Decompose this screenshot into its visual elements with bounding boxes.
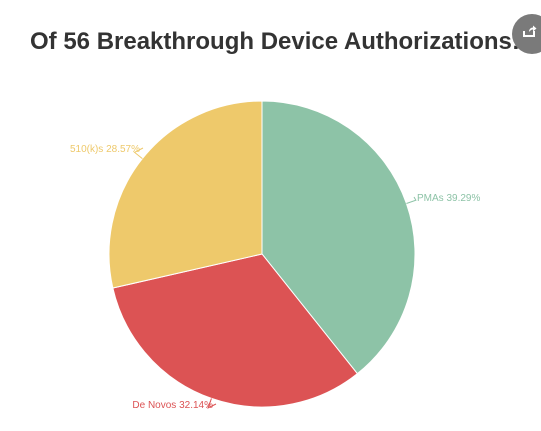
slice-label-pmas: PMAs 39.29%	[417, 193, 480, 204]
share-button[interactable]	[512, 14, 541, 54]
share-icon	[523, 25, 537, 37]
slice-label-510-k-s: 510(k)s 28.57%	[70, 144, 140, 155]
slice-connector-line	[133, 147, 144, 159]
pie-slice-510-k-s[interactable]	[108, 100, 263, 289]
slice-connector-line	[406, 196, 417, 204]
slice-label-de-novos: De Novos 32.14%	[132, 400, 213, 411]
slice-connector-line	[207, 398, 217, 409]
pie-slice-pmas[interactable]	[261, 100, 416, 375]
chart-title: Of 56 Breakthrough Device Authorizations…	[30, 28, 520, 55]
